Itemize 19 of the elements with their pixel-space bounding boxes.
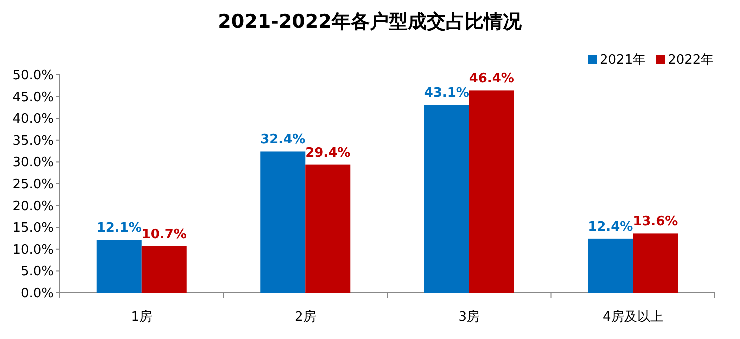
legend-label: 2021年 bbox=[600, 53, 646, 68]
bar bbox=[424, 105, 470, 293]
title: 2021-2022年各户型成交占比情况 bbox=[218, 11, 522, 33]
bar bbox=[96, 240, 142, 293]
data-label: 32.4% bbox=[260, 132, 306, 148]
data-label: 12.1% bbox=[96, 221, 142, 236]
bar bbox=[633, 234, 678, 293]
data-label: 13.6% bbox=[633, 214, 678, 230]
bar bbox=[142, 246, 187, 293]
legend-label: 2022年 bbox=[668, 53, 714, 68]
data-label: 43.1% bbox=[424, 86, 470, 102]
bar bbox=[588, 238, 634, 293]
bar bbox=[306, 164, 351, 293]
bar bbox=[469, 90, 514, 293]
data-label: 29.4% bbox=[306, 146, 351, 161]
data-label: 10.7% bbox=[142, 227, 187, 242]
data-label: 12.4% bbox=[588, 220, 634, 235]
data-label: 46.4% bbox=[469, 72, 514, 87]
bar bbox=[260, 152, 306, 293]
